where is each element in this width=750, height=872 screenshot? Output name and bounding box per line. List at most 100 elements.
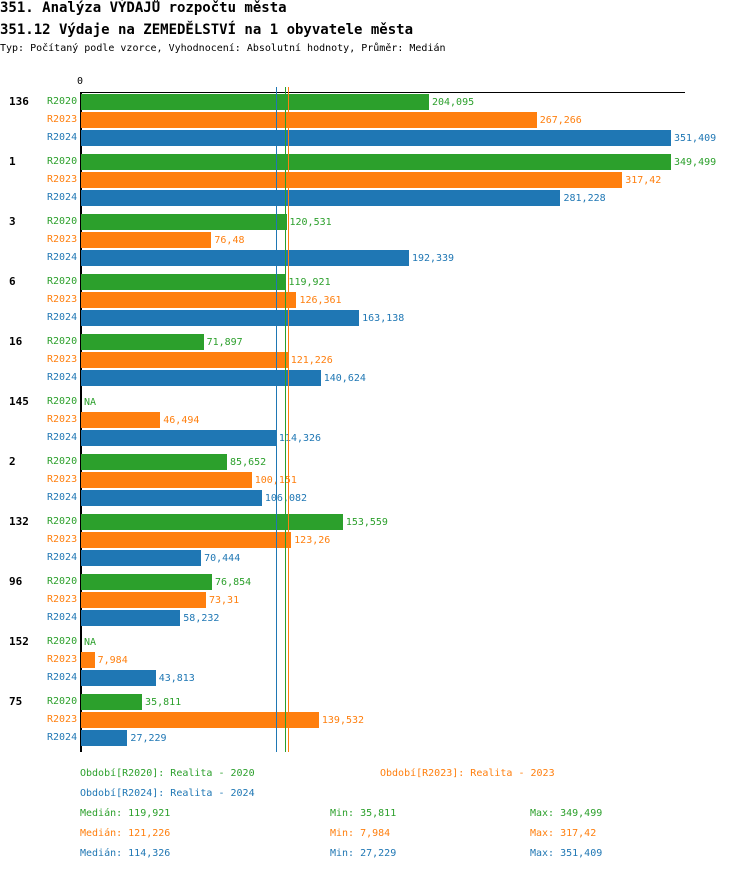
series-label: R2023 <box>47 174 78 185</box>
data-label: 27,229 <box>130 733 167 744</box>
legend-r2023: Období[R2023]: Realita - 2023 <box>380 768 555 779</box>
data-label: 120,531 <box>289 217 332 228</box>
data-label: 76,854 <box>215 577 252 588</box>
stat-median-r2020: Medián: 119,921 <box>80 808 171 819</box>
data-label: 139,532 <box>321 715 365 726</box>
bar-r2020 <box>81 514 343 530</box>
bar-r2020 <box>81 454 228 470</box>
median-line-r2020 <box>285 87 286 752</box>
series-label: R2020 <box>47 396 78 407</box>
bar-r2024 <box>81 730 128 746</box>
data-label: 119,921 <box>288 277 331 288</box>
data-label: 70,444 <box>204 553 241 564</box>
bar-r2023 <box>81 352 288 368</box>
data-label: 317,42 <box>625 175 662 186</box>
series-label: R2024 <box>47 132 78 143</box>
group-label: 2 <box>9 455 16 468</box>
legend-r2020: Období[R2020]: Realita - 2020 <box>80 768 255 779</box>
stat-median-r2023: Medián: 121,226 <box>80 828 171 839</box>
bar-r2023 <box>81 532 292 548</box>
data-label: 267,266 <box>539 115 582 126</box>
bar-r2024 <box>81 370 321 386</box>
group-label: 75 <box>9 695 23 708</box>
data-label: 192,339 <box>411 253 455 264</box>
group-label: 132 <box>9 515 29 528</box>
stat-median-r2024: Medián: 114,326 <box>80 848 171 859</box>
series-label: R2024 <box>47 552 78 563</box>
group-label: 145 <box>9 395 29 408</box>
bar-r2020 <box>81 154 671 170</box>
series-label: R2024 <box>47 192 78 203</box>
page-title: 351. Analýza VÝDAJŮ rozpočtu města <box>0 0 287 16</box>
series-label: R2020 <box>47 216 78 227</box>
data-label: 163,138 <box>362 313 405 324</box>
data-label: 121,226 <box>290 355 333 366</box>
stat-min-r2023: Min: 7,984 <box>330 828 391 839</box>
data-label: 73,31 <box>208 595 240 606</box>
page-subtitle: 351.12 Výdaje na ZEMEDĚLSTVÍ na 1 obyvat… <box>0 22 414 38</box>
bar-r2020 <box>81 334 204 350</box>
median-line-r2023 <box>288 87 289 752</box>
series-label: R2024 <box>47 372 78 383</box>
series-label: R2024 <box>47 672 78 683</box>
series-label: R2020 <box>47 636 78 647</box>
series-label: R2020 <box>47 516 78 527</box>
bar-r2024 <box>81 430 276 446</box>
series-label: R2024 <box>47 312 78 323</box>
legend-r2024: Období[R2024]: Realita - 2024 <box>80 788 255 799</box>
data-label: 46,494 <box>163 415 200 426</box>
series-label: R2024 <box>47 612 78 623</box>
series-label: R2023 <box>47 594 78 605</box>
series-label: R2023 <box>47 474 78 485</box>
group-label: 1 <box>9 155 16 168</box>
data-label: 153,559 <box>345 517 388 528</box>
series-label: R2020 <box>47 576 78 587</box>
bar-r2024 <box>81 550 202 566</box>
series-label: R2020 <box>47 156 78 167</box>
data-label: NA <box>84 637 97 648</box>
bar-r2020 <box>81 694 143 710</box>
bar-r2024 <box>81 310 360 326</box>
bar-r2024 <box>81 130 671 146</box>
bar-r2024 <box>81 610 181 626</box>
stat-min-r2024: Min: 27,229 <box>330 848 397 859</box>
series-label: R2023 <box>47 714 78 725</box>
group-label: 96 <box>9 575 23 588</box>
data-label: 349,499 <box>674 157 717 168</box>
bar-r2023 <box>81 292 297 308</box>
data-label: 281,228 <box>563 193 606 204</box>
series-label: R2023 <box>47 534 78 545</box>
data-label: 351,409 <box>674 133 717 144</box>
bar-r2020 <box>81 274 286 290</box>
data-label: 123,26 <box>294 535 331 546</box>
bar-r2024 <box>81 250 409 266</box>
group-label: 6 <box>9 275 16 288</box>
x-axis-line <box>80 92 685 93</box>
stat-max-r2023: Max: 317,42 <box>530 828 597 839</box>
data-label: 204,095 <box>431 97 475 108</box>
group-label: 152 <box>9 635 29 648</box>
series-label: R2020 <box>47 696 78 707</box>
stat-min-r2020: Min: 35,811 <box>330 808 397 819</box>
series-label: R2020 <box>47 276 78 287</box>
series-label: R2023 <box>47 114 78 125</box>
series-label: R2020 <box>47 336 78 347</box>
data-label: 35,811 <box>145 697 182 708</box>
bar-r2023 <box>81 172 623 188</box>
data-label: 85,652 <box>230 457 267 468</box>
bar-r2023 <box>81 412 161 428</box>
data-label: NA <box>84 397 97 408</box>
bar-r2023 <box>81 592 206 608</box>
data-label: 126,361 <box>299 295 342 306</box>
data-label: 140,624 <box>323 373 366 384</box>
bar-r2020 <box>81 574 213 590</box>
series-label: R2023 <box>47 414 78 425</box>
bar-r2020 <box>81 94 429 110</box>
group-label: 136 <box>9 95 29 108</box>
data-label: 114,326 <box>278 433 322 444</box>
x-tick-0: 0 <box>77 76 84 87</box>
bar-r2024 <box>81 670 156 686</box>
bar-r2023 <box>81 232 212 248</box>
series-label: R2024 <box>47 432 78 443</box>
series-label: R2020 <box>47 456 78 467</box>
